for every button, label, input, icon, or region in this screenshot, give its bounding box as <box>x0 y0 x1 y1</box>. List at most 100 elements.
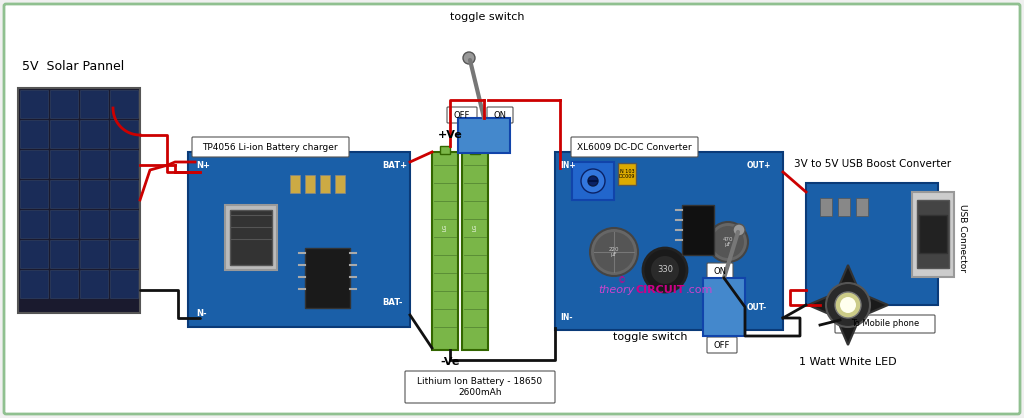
Bar <box>225 205 278 270</box>
Bar <box>188 152 410 327</box>
Text: IN+: IN+ <box>560 161 575 170</box>
Bar <box>80 150 108 178</box>
Circle shape <box>826 283 870 327</box>
Bar <box>20 210 48 238</box>
FancyBboxPatch shape <box>571 137 698 157</box>
Circle shape <box>712 226 744 258</box>
Text: toggle switch: toggle switch <box>450 12 524 22</box>
Text: OFF: OFF <box>714 341 730 349</box>
Bar <box>110 120 138 148</box>
Circle shape <box>835 292 861 318</box>
Text: 1 Watt White LED: 1 Watt White LED <box>799 357 897 367</box>
Bar <box>820 198 831 216</box>
Text: OUT-: OUT- <box>746 303 767 312</box>
Text: CIRCUIT: CIRCUIT <box>636 285 685 295</box>
Bar <box>50 120 78 148</box>
Text: +Ve: +Ve <box>437 130 463 140</box>
Bar <box>110 180 138 208</box>
Circle shape <box>733 224 745 236</box>
Bar <box>462 152 488 350</box>
Text: 5V  Solar Pannel: 5V Solar Pannel <box>22 60 124 73</box>
Text: N 103
DC009: N 103 DC009 <box>618 168 635 179</box>
FancyBboxPatch shape <box>707 337 737 353</box>
Bar <box>20 150 48 178</box>
Bar <box>919 215 947 253</box>
Circle shape <box>581 169 605 193</box>
Bar <box>682 205 714 255</box>
Text: OUT+: OUT+ <box>746 161 771 170</box>
Text: IN-: IN- <box>560 313 572 322</box>
Bar <box>572 162 614 200</box>
Bar <box>80 240 108 268</box>
Circle shape <box>643 248 687 292</box>
FancyBboxPatch shape <box>447 107 477 123</box>
Bar <box>80 270 108 298</box>
Bar <box>110 210 138 238</box>
Bar <box>50 180 78 208</box>
Bar <box>440 146 450 154</box>
Bar <box>50 90 78 118</box>
Circle shape <box>651 256 679 284</box>
Text: USB Connector: USB Connector <box>957 204 967 272</box>
Bar <box>290 175 300 193</box>
Text: toggle switch: toggle switch <box>612 332 687 342</box>
Bar <box>305 248 350 308</box>
Text: Lithium Ion Battery - 18650
2600mAh: Lithium Ion Battery - 18650 2600mAh <box>418 377 543 397</box>
Bar <box>555 152 783 330</box>
Bar <box>50 210 78 238</box>
Text: .com: .com <box>686 285 714 295</box>
Circle shape <box>708 222 748 262</box>
Text: theory: theory <box>598 285 634 295</box>
Bar <box>20 90 48 118</box>
Bar <box>80 180 108 208</box>
Circle shape <box>594 232 634 272</box>
Text: To Mobile phone: To Mobile phone <box>851 319 920 329</box>
Text: -Ve: -Ve <box>440 357 460 367</box>
Bar <box>20 240 48 268</box>
Text: N-: N- <box>196 309 207 318</box>
Bar <box>18 88 140 313</box>
Bar <box>20 270 48 298</box>
Circle shape <box>590 228 638 276</box>
Text: 470
μF: 470 μF <box>723 237 733 247</box>
Text: LG: LG <box>442 224 447 231</box>
Text: ©: © <box>618 276 627 285</box>
Bar <box>50 150 78 178</box>
Text: ON: ON <box>714 267 726 275</box>
Bar <box>80 120 108 148</box>
Bar <box>319 175 330 193</box>
Text: 3V to 5V USB Boost Converter: 3V to 5V USB Boost Converter <box>795 159 951 169</box>
Text: OFF: OFF <box>454 110 470 120</box>
Bar <box>110 270 138 298</box>
Circle shape <box>588 176 598 186</box>
FancyBboxPatch shape <box>193 137 349 157</box>
Bar <box>806 183 938 305</box>
Bar <box>432 152 458 350</box>
Bar <box>918 200 949 268</box>
Text: BAT-: BAT- <box>382 298 402 307</box>
Bar <box>703 278 745 336</box>
Text: 220
μF: 220 μF <box>608 247 620 257</box>
Bar <box>838 198 850 216</box>
Text: N+: N+ <box>196 161 210 170</box>
Circle shape <box>840 297 856 313</box>
Text: 330: 330 <box>657 265 673 275</box>
Bar <box>305 175 315 193</box>
Bar <box>618 163 636 185</box>
FancyBboxPatch shape <box>835 315 935 333</box>
Bar <box>50 240 78 268</box>
Bar <box>110 90 138 118</box>
FancyBboxPatch shape <box>707 263 733 279</box>
Text: ON: ON <box>494 110 507 120</box>
Bar <box>20 180 48 208</box>
Text: LG: LG <box>472 224 477 231</box>
Bar <box>856 198 868 216</box>
FancyBboxPatch shape <box>487 107 513 123</box>
FancyBboxPatch shape <box>4 4 1020 414</box>
Bar <box>50 270 78 298</box>
Bar <box>80 210 108 238</box>
Bar <box>20 120 48 148</box>
Bar <box>80 90 108 118</box>
Bar <box>458 118 510 153</box>
Bar <box>230 210 272 265</box>
